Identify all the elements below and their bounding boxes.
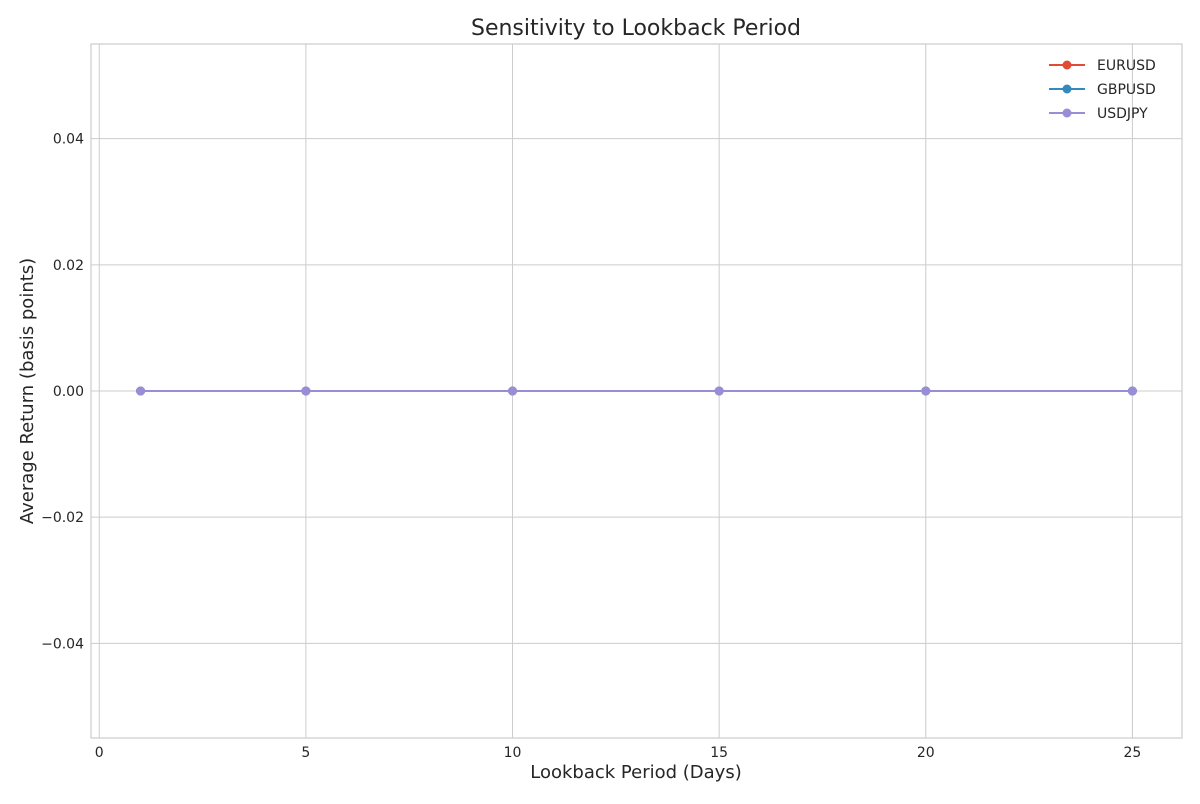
data-point — [136, 386, 146, 396]
data-point — [921, 386, 931, 396]
x-tick-label: 0 — [95, 745, 104, 761]
data-point — [301, 386, 311, 396]
legend-label: GBPUSD — [1097, 82, 1156, 98]
data-point — [714, 386, 724, 396]
legend-item-usdjpy: USDJPY — [1049, 106, 1148, 122]
y-tick-label: −0.04 — [41, 636, 84, 652]
x-axis-title: Lookback Period (Days) — [530, 762, 741, 783]
x-tick-label: 5 — [301, 745, 310, 761]
legend-label: EURUSD — [1097, 58, 1156, 74]
legend-label: USDJPY — [1097, 106, 1148, 122]
data-point — [1127, 386, 1137, 396]
legend-item-eurusd: EURUSD — [1049, 58, 1156, 74]
y-tick-label: 0.02 — [53, 258, 84, 274]
tick-labels: 0 5 10 15 20 25 −0.04 −0.02 0.00 0.02 0.04 — [41, 132, 1141, 761]
x-tick-label: 25 — [1123, 745, 1141, 761]
legend-marker — [1062, 84, 1072, 94]
series-usdjpy — [136, 386, 1137, 396]
legend-item-gbpusd: GBPUSD — [1049, 82, 1156, 98]
legend-marker — [1062, 60, 1072, 70]
legend: EURUSD GBPUSD USDJPY — [1049, 58, 1156, 122]
chart-title: Sensitivity to Lookback Period — [471, 16, 801, 41]
data-point — [508, 386, 518, 396]
y-tick-label: 0.00 — [53, 384, 84, 400]
y-axis-title: Average Return (basis points) — [17, 258, 38, 524]
series-layer — [136, 386, 1137, 396]
x-tick-label: 15 — [710, 745, 728, 761]
legend-marker — [1062, 108, 1072, 118]
y-tick-label: 0.04 — [53, 132, 84, 148]
x-tick-label: 10 — [504, 745, 522, 761]
plot-area-frame — [90, 43, 1183, 739]
x-tick-label: 20 — [917, 745, 935, 761]
y-tick-label: −0.02 — [41, 510, 84, 526]
